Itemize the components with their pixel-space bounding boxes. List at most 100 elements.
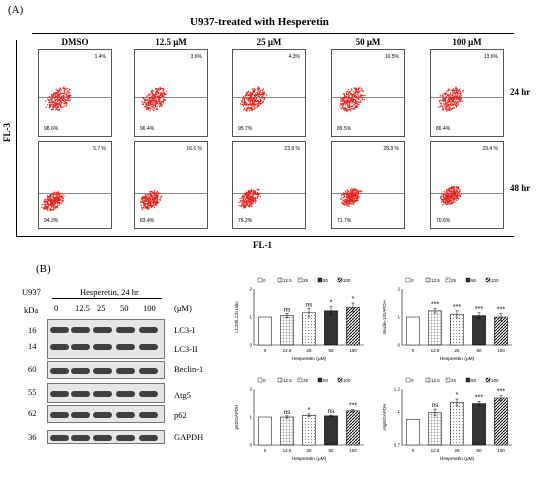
x-tick-label: 0 <box>264 348 267 353</box>
lower-quadrant-percent: 94.3% <box>44 218 59 224</box>
lower-quadrant-percent: 98.6% <box>44 126 59 132</box>
bar <box>406 418 420 446</box>
upper-quadrant-percent: 13.6% <box>483 54 498 60</box>
bar <box>346 306 360 346</box>
bar <box>406 316 420 346</box>
x-tick-label: 25 <box>454 448 460 453</box>
y-axis-label: Beclin-1/GAPDH <box>382 300 387 334</box>
scatter-cloud <box>39 191 111 212</box>
y-tick-label: 1 <box>397 315 400 320</box>
significance-label: ns <box>432 402 440 409</box>
bar <box>450 402 464 446</box>
legend-label: 100 <box>491 378 499 383</box>
scatter-cloud <box>233 86 305 112</box>
kda-marker: 62 <box>28 408 37 418</box>
panel-a-title: U937-treated with Hesperetin <box>190 16 329 28</box>
legend-label: 12.5 <box>431 378 440 383</box>
significance-label: * <box>352 296 355 303</box>
flow-cytometry-plot: 13.6% 86.4% <box>430 49 504 137</box>
blot-membrane <box>47 319 165 359</box>
blot-membrane <box>47 361 165 379</box>
error-bar <box>433 308 437 314</box>
x-tick-label: 12.5 <box>283 348 292 353</box>
significance-label: *** <box>475 394 483 401</box>
x-tick-label: 25 <box>454 348 460 353</box>
scatter-cloud <box>135 86 207 112</box>
error-bar <box>433 408 437 417</box>
y-tick-label: 0 <box>397 343 400 348</box>
bar-chart: 0 12.5 25 50 100 0 1 2 LC3II/LC3I ratio 0 ns 12.5 ns… <box>234 277 364 362</box>
scatter-cloud <box>135 190 207 210</box>
blot-membrane <box>47 430 165 444</box>
legend-swatch <box>405 277 411 283</box>
protein-band <box>93 344 112 350</box>
flow-cytometry-plot: 16.6 % 83.4% <box>134 141 208 229</box>
x-tick-label: 12.5 <box>431 348 440 353</box>
x-tick-label: 50 <box>328 348 334 353</box>
significance-label: ns <box>284 409 292 416</box>
error-bar <box>477 401 481 407</box>
bar <box>302 312 316 346</box>
legend-swatch <box>485 277 491 283</box>
concentration-label: 50 μM <box>355 37 381 47</box>
y-tick-label: 0 <box>249 443 252 448</box>
x-tick-label: 25 <box>306 448 312 453</box>
upper-quadrant-percent: 1.4% <box>94 54 106 60</box>
protein-band <box>50 368 69 374</box>
lower-quadrant-percent: 83.4% <box>140 218 155 224</box>
x-tick-label: 100 <box>497 348 505 353</box>
legend-label: 0 <box>263 278 266 283</box>
upper-quadrant-percent: 16.6 % <box>186 146 202 152</box>
significance-label: ns <box>284 306 292 313</box>
panel-a-label: (A) <box>8 4 24 16</box>
lower-quadrant-percent: 71.7% <box>337 218 352 224</box>
protein-band <box>50 435 69 441</box>
scatter-cloud <box>431 86 503 112</box>
significance-label: *** <box>497 307 505 314</box>
legend-swatch <box>465 277 471 283</box>
bar <box>258 316 272 346</box>
kda-marker: 16 <box>28 325 37 335</box>
flow-cytometry-plot: 23.8 % 76.2% <box>232 141 306 229</box>
kda-marker: 14 <box>28 341 37 351</box>
legend-label: 25 <box>451 378 457 383</box>
error-bar <box>499 395 503 401</box>
significance-label: * <box>456 392 459 399</box>
lower-quadrant-percent: 76.2% <box>238 218 253 224</box>
legend-swatch <box>277 277 283 283</box>
legend-label: 0 <box>411 278 414 283</box>
protein-band <box>50 412 69 418</box>
error-bar <box>307 413 311 417</box>
error-bar <box>477 312 481 319</box>
x-axis-label-fl1: FL-1 <box>253 240 272 250</box>
blot-membrane <box>47 383 165 403</box>
significance-label: *** <box>453 304 461 311</box>
y-tick-label: 1.2 <box>394 387 401 392</box>
bar <box>324 310 338 346</box>
significance-label: *** <box>475 306 483 313</box>
x-tick-label: 50 <box>328 448 334 453</box>
flow-cytometry-plot: 3.6% 96.4% <box>134 49 208 137</box>
protein-band <box>139 368 158 374</box>
error-bar <box>455 310 459 318</box>
significance-label: * <box>330 300 333 307</box>
protein-band <box>116 435 135 441</box>
significance-label: ns <box>306 302 314 309</box>
protein-name: Beclin-1 <box>174 364 204 374</box>
lower-quadrant-percent: 89.5% <box>337 126 352 132</box>
x-tick-label: 0 <box>412 448 415 453</box>
legend-swatch <box>425 377 431 383</box>
protein-name: p62 <box>174 410 187 420</box>
dose-label: 12.5 <box>75 303 90 313</box>
x-tick-label: 50 <box>476 348 482 353</box>
dose-label: 25 <box>97 303 106 313</box>
bar <box>494 316 508 346</box>
legend-label: 12.5 <box>283 378 292 383</box>
protein-band <box>116 344 135 350</box>
protein-name: GAPDH <box>174 432 204 442</box>
unit-label: (μM) <box>174 303 192 313</box>
y-axis-label: p62/GAPDH <box>234 405 239 430</box>
bar <box>346 410 360 446</box>
bar-chart: 0 12.5 25 50 100 0.7 1 1.2 Atg5/GAPDH 0 ns 12.5 * 25 *… <box>382 377 512 462</box>
significance-label: * <box>308 407 311 414</box>
